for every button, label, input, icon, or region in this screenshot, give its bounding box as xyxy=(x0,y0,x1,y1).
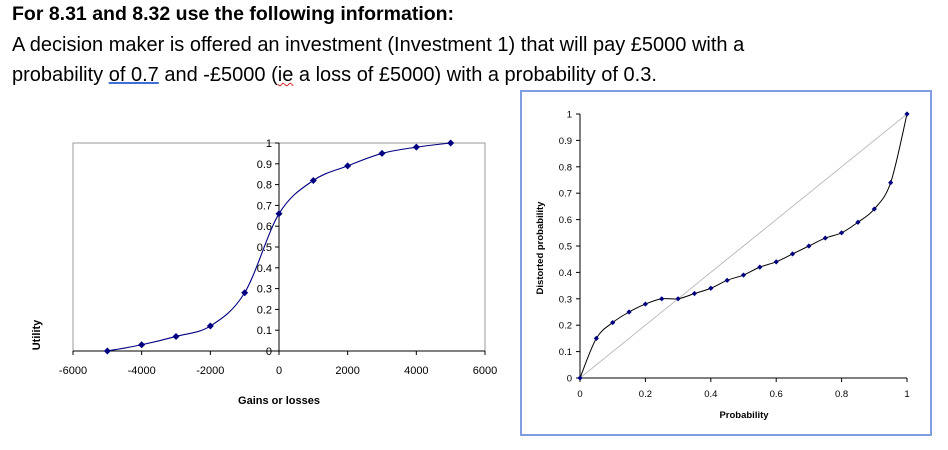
data-point-marker xyxy=(206,322,214,330)
data-point-marker xyxy=(740,272,747,278)
y-tick-label: 0.6 xyxy=(257,221,272,233)
y-tick-label: 0 xyxy=(567,374,572,385)
data-point-marker xyxy=(103,347,111,355)
data-point-marker xyxy=(309,176,317,184)
y-tick-label: 0.4 xyxy=(257,263,272,275)
y-tick-label: 0 xyxy=(266,346,272,358)
y-axis-label: Distorted probability xyxy=(535,201,546,295)
data-point-marker xyxy=(839,230,845,236)
reference-diagonal xyxy=(579,113,908,379)
x-tick-label: 0.4 xyxy=(704,389,717,400)
x-axis-label: Probability xyxy=(719,410,769,421)
x-tick-label: 0.6 xyxy=(770,389,783,400)
data-point-marker xyxy=(691,290,698,297)
section-heading: For 8.31 and 8.32 use the following info… xyxy=(12,3,455,25)
underlined-phrase: of 0.7 xyxy=(108,64,159,86)
y-tick-label: 0.1 xyxy=(559,347,572,358)
y-tick-label: 0.3 xyxy=(257,284,272,296)
y-tick-label: 0.3 xyxy=(559,294,572,305)
data-point-marker xyxy=(904,111,910,117)
line2-text-b: and -£5000 ( xyxy=(158,64,278,86)
probability-chart: Distorted probability Probability 0 0.2 0.… xyxy=(535,110,910,422)
data-point-marker xyxy=(172,332,180,340)
data-point-marker xyxy=(577,375,583,381)
x-tick-label: 4000 xyxy=(404,365,428,377)
x-tick-label: 0.2 xyxy=(639,389,652,400)
x-tick-label: 0 xyxy=(276,365,282,377)
y-tick-label: 0.2 xyxy=(559,321,572,332)
y-axis-label: Utility xyxy=(31,319,43,350)
data-point-marker xyxy=(138,341,146,349)
body-line-2: probability of 0.7 and -£5000 (ie a loss… xyxy=(12,64,657,87)
data-point-marker xyxy=(708,285,714,291)
y-tick-label: 1 xyxy=(567,110,572,121)
utility-chart: Utility Gains or losses -6000 -4000 -2000 0… xyxy=(31,138,497,407)
x-tick-label: 1 xyxy=(904,389,909,400)
data-point-marker xyxy=(789,251,796,257)
x-tick-label: -2000 xyxy=(196,365,224,377)
y-tick-label: 0.6 xyxy=(559,215,572,226)
data-point-marker xyxy=(773,259,779,265)
y-tick-label: 0.8 xyxy=(257,180,272,192)
data-point-marker xyxy=(659,296,665,302)
x-tick-label: 0 xyxy=(577,389,582,400)
y-tick-label: 0.7 xyxy=(559,189,572,200)
data-point-marker xyxy=(642,301,648,307)
body-line-1: A decision maker is offered an investmen… xyxy=(12,34,745,56)
line2-text-c: a loss of £5000) with a probability of 0… xyxy=(293,64,657,86)
x-tick-label: -6000 xyxy=(59,365,87,377)
y-tick-label: 0.2 xyxy=(257,304,272,316)
y-tick-label: 0.9 xyxy=(559,136,572,147)
x-tick-label: -4000 xyxy=(128,365,156,377)
y-tick-label: 0.9 xyxy=(257,159,272,171)
x-tick-label: 6000 xyxy=(473,365,497,377)
data-point-marker xyxy=(855,219,861,225)
y-tick-label: 1 xyxy=(266,138,272,150)
y-tick-label: 0.5 xyxy=(559,242,572,253)
x-tick-label: 2000 xyxy=(335,365,359,377)
data-point-marker xyxy=(626,309,632,315)
data-point-marker xyxy=(412,143,420,151)
data-point-marker xyxy=(757,264,763,270)
data-point-marker xyxy=(344,162,352,170)
data-point-marker xyxy=(447,139,455,147)
line2-text-a: probability xyxy=(12,64,109,86)
y-tick-label: 0.1 xyxy=(257,325,272,337)
y-tick-label: 0.4 xyxy=(559,268,572,279)
data-point-marker xyxy=(275,210,283,218)
data-point-marker xyxy=(806,243,812,249)
x-axis-label: Gains or losses xyxy=(238,395,320,407)
y-tick-label: 0.7 xyxy=(257,200,272,212)
y-tick-label: 0.8 xyxy=(559,162,572,173)
data-point-marker xyxy=(871,206,877,212)
data-point-marker xyxy=(593,335,599,341)
data-point-marker xyxy=(378,149,386,157)
chart-frame xyxy=(520,90,932,436)
data-point-marker xyxy=(724,277,730,283)
data-point-marker xyxy=(822,235,828,241)
data-point-marker xyxy=(241,289,249,297)
data-point-marker xyxy=(888,180,894,186)
x-tick-label: 0.8 xyxy=(835,389,848,400)
spellcheck-word: ie xyxy=(277,64,294,86)
